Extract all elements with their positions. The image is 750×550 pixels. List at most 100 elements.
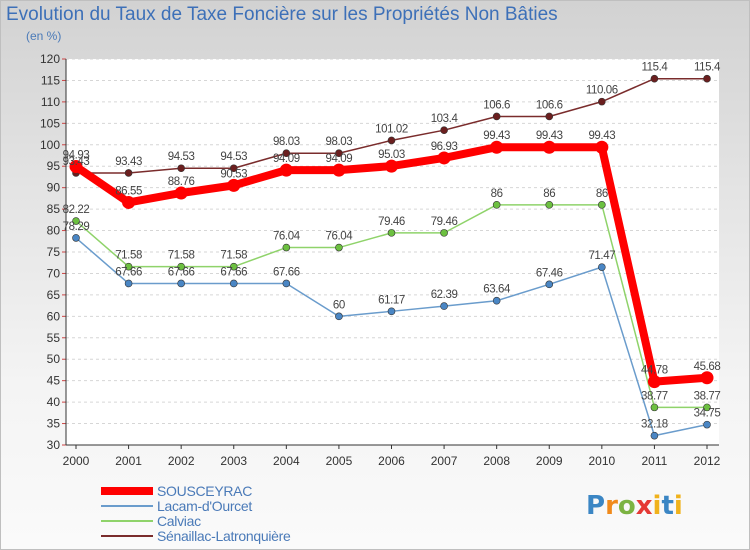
y-tick-label: 95 xyxy=(47,159,61,173)
data-label: 67.46 xyxy=(536,267,563,279)
y-tick-label: 120 xyxy=(40,52,60,66)
data-point xyxy=(279,163,293,177)
legend-label-senaillac: Sénaillac-Latronquière xyxy=(157,528,291,544)
y-tick-label: 105 xyxy=(40,116,60,130)
data-point xyxy=(703,420,711,429)
data-point xyxy=(122,195,136,209)
x-tick-label: 2009 xyxy=(536,454,563,468)
data-point xyxy=(545,201,554,209)
data-label: 86 xyxy=(543,188,555,200)
x-tick-label: 2006 xyxy=(378,454,405,468)
data-label: 101.02 xyxy=(375,123,408,135)
data-point xyxy=(650,74,659,83)
data-label: 79.46 xyxy=(378,216,405,228)
data-label: 93.43 xyxy=(115,156,142,168)
data-point xyxy=(545,112,554,121)
data-label: 94.93 xyxy=(63,150,90,162)
data-point xyxy=(229,164,238,173)
data-label: 110.06 xyxy=(586,85,618,97)
data-point xyxy=(440,126,448,134)
data-point xyxy=(545,280,554,289)
data-point xyxy=(282,243,291,252)
data-point xyxy=(703,403,711,412)
data-point xyxy=(72,217,80,225)
proxiti-logo: Proxiti xyxy=(586,491,683,521)
data-label: 115.4 xyxy=(694,62,721,74)
data-point xyxy=(282,149,291,158)
data-label: 38.77 xyxy=(694,390,721,402)
data-label: 44.78 xyxy=(641,365,668,377)
data-label: 32.18 xyxy=(641,419,668,431)
y-tick-label: 75 xyxy=(47,245,61,259)
y-tick-label: 110 xyxy=(41,95,60,109)
data-point xyxy=(229,279,238,288)
data-label: 67.66 xyxy=(273,266,300,278)
data-label: 103.4 xyxy=(431,113,459,125)
y-tick-label: 40 xyxy=(47,395,61,409)
data-point xyxy=(227,178,241,192)
data-label: 94.09 xyxy=(326,153,353,165)
x-tick-label: 2010 xyxy=(588,454,615,468)
legend-label-calviac: Calviac xyxy=(157,513,201,529)
data-point xyxy=(595,140,609,154)
y-tick-label: 115 xyxy=(41,73,60,87)
data-point xyxy=(385,159,398,173)
data-point xyxy=(174,186,188,200)
data-label: 71.58 xyxy=(168,250,195,262)
data-point xyxy=(598,263,606,271)
data-point xyxy=(387,307,396,316)
data-label: 98.03 xyxy=(273,136,300,148)
data-point xyxy=(282,279,291,288)
data-label: 71.58 xyxy=(115,250,142,262)
y-tick-label: 55 xyxy=(47,331,61,345)
chart-subtitle: (en %) xyxy=(26,29,62,43)
y-tick-label: 50 xyxy=(47,352,61,366)
data-point xyxy=(177,279,185,288)
y-tick-label: 30 xyxy=(47,438,61,452)
x-tick-label: 2001 xyxy=(115,454,142,468)
data-label: 78.29 xyxy=(63,221,90,233)
data-label: 95.03 xyxy=(378,149,405,161)
legend-swatch-souscEyrac xyxy=(101,487,153,495)
data-label: 106.6 xyxy=(483,99,510,111)
data-label: 94.53 xyxy=(168,151,195,163)
data-label: 71.47 xyxy=(588,250,615,262)
data-label: 45.68 xyxy=(694,361,721,373)
x-tick-label: 2011 xyxy=(642,454,668,468)
data-label: 115.4 xyxy=(641,62,668,74)
data-point xyxy=(703,74,711,83)
data-label: 62.39 xyxy=(431,289,458,301)
data-label: 38.77 xyxy=(641,390,668,402)
data-point xyxy=(332,163,346,177)
y-tick-label: 100 xyxy=(40,138,60,152)
data-label: 96.93 xyxy=(431,141,458,153)
data-point xyxy=(492,201,501,209)
x-tick-label: 2004 xyxy=(273,454,300,468)
data-label: 60 xyxy=(333,299,345,311)
data-label: 34.75 xyxy=(694,408,721,420)
y-tick-label: 80 xyxy=(47,224,61,238)
data-label: 90.53 xyxy=(220,168,247,180)
data-label: 79.46 xyxy=(431,216,458,228)
legend-label-lacam: Lacam-d'Ourcet xyxy=(157,498,252,514)
data-label: 63.64 xyxy=(483,284,511,296)
data-point xyxy=(492,112,501,121)
legend-swatch-lacam xyxy=(101,505,153,507)
y-tick-label: 65 xyxy=(47,288,61,302)
data-point xyxy=(177,164,185,173)
data-point xyxy=(387,229,396,237)
data-label: 106.6 xyxy=(536,99,563,111)
y-tick-label: 70 xyxy=(47,266,61,280)
data-label: 67.66 xyxy=(168,266,195,278)
data-label: 82.22 xyxy=(63,204,90,216)
data-point xyxy=(647,375,661,389)
x-tick-label: 2003 xyxy=(220,454,247,468)
data-point xyxy=(124,262,133,271)
data-label: 94.09 xyxy=(273,153,300,165)
y-tick-label: 45 xyxy=(47,374,61,388)
chart-title: Evolution du Taux de Taxe Foncière sur l… xyxy=(6,4,558,25)
y-tick-label: 90 xyxy=(47,181,61,195)
data-label: 98.03 xyxy=(326,136,353,148)
